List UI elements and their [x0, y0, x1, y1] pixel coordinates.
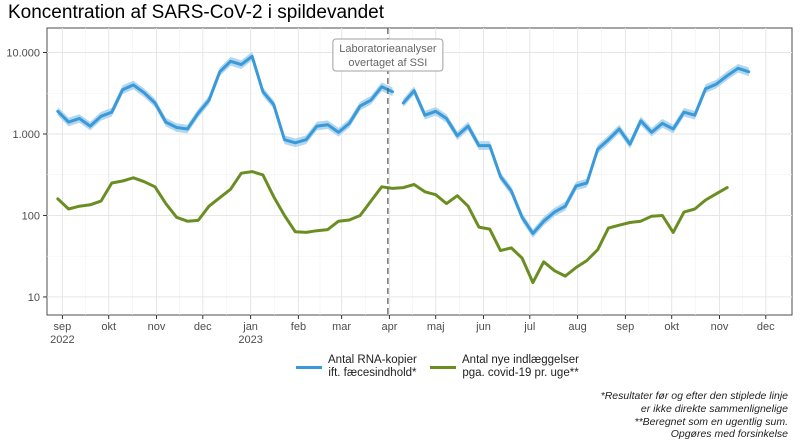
y-tick-label: 10.000 [6, 48, 40, 60]
admissions-series-line [56, 170, 729, 285]
footnote-line: Opgøres med forsinkelse [670, 428, 788, 441]
annotation-box [332, 38, 444, 72]
x-tick-label: aug [568, 321, 586, 333]
plot-panel [46, 27, 793, 316]
legend-item-admissions: Antal nye indlæggelser pga. covid-19 pr.… [430, 354, 579, 380]
legend-swatch-rna [296, 365, 322, 369]
x-tick-label: dec [194, 321, 212, 333]
x-tick-label: jun [475, 321, 491, 333]
x-tick-label: okt [664, 321, 679, 333]
rna-confidence-band [403, 64, 749, 238]
x-tick-label: maj [427, 321, 445, 333]
x-tick-label: sep [617, 321, 635, 333]
footnote-line: **Beregnet som en ugentlig sum. [634, 415, 788, 428]
x-tick-label: okt [101, 321, 116, 333]
chart-legend: Antal RNA-kopier ift. fæcesindhold* Anta… [0, 354, 800, 394]
grid-lines [47, 28, 792, 315]
x-tick-label: sep [54, 321, 72, 333]
x-tick-year-label: 2022 [50, 334, 74, 346]
footnote-line: *Resultater før og efter den stiplede li… [600, 390, 788, 402]
x-tick-label: nov [148, 321, 166, 333]
x-tick-label: jan [242, 321, 258, 333]
footnotes: *Resultater før og efter den stiplede li… [601, 390, 788, 441]
y-tick-label: 10 [28, 292, 40, 304]
y-axis-ticks: 10 100 1.000 10.000 [6, 48, 47, 304]
rna-series-line [56, 54, 394, 145]
y-tick-label: 100 [22, 210, 40, 222]
x-tick-label: jul [523, 321, 535, 333]
annotation: Laboratorieanalyser overtaget af SSI [332, 28, 444, 315]
annotation-label: overtaget af SSI [348, 57, 427, 69]
legend-label-rna: Antal RNA-kopier ift. fæcesindhold* [328, 354, 417, 379]
x-tick-label: feb [291, 321, 306, 333]
legend-item-rna: Antal RNA-kopier ift. fæcesindhold* [296, 354, 417, 380]
y-tick-label: 1.000 [12, 129, 40, 141]
x-tick-label: nov [711, 321, 729, 333]
series-lines [56, 54, 751, 285]
x-tick-label: apr [381, 321, 397, 333]
x-tick-label: mar [332, 321, 351, 333]
legend-swatch-admissions [430, 365, 456, 369]
chart-title: Koncentration af SARS-CoV-2 i spildevand… [8, 2, 384, 23]
legend-label-admissions: Antal nye indlæggelser pga. covid-19 pr.… [462, 354, 579, 379]
x-tick-year-label: 2023 [238, 334, 262, 346]
confidence-bands [57, 51, 749, 238]
footnote-line: er ikke direkte sammenlignelige [640, 402, 788, 415]
annotation-label: Laboratorieanalyser [339, 43, 437, 55]
x-tick-label: dec [757, 321, 775, 333]
rna-series-line [401, 66, 751, 235]
